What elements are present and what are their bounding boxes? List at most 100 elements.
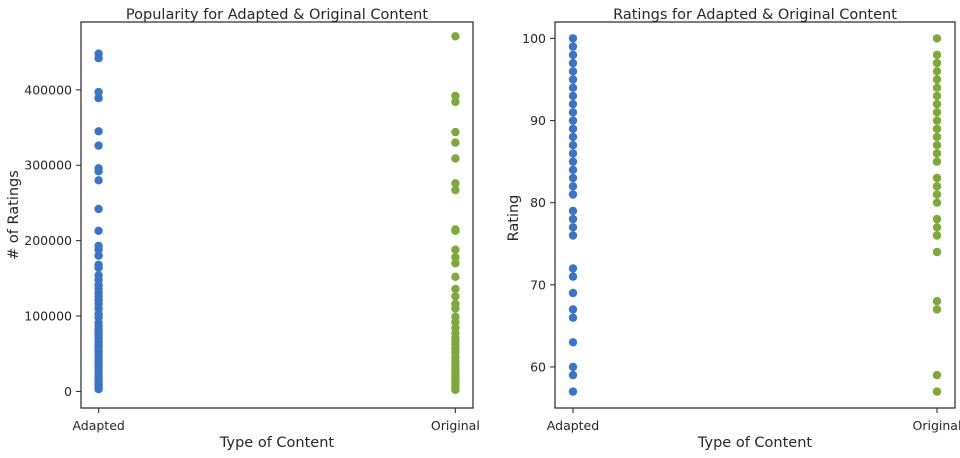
data-point-adapted — [568, 75, 578, 84]
data-point-adapted — [94, 54, 103, 63]
data-point-adapted — [94, 141, 103, 150]
data-point-original — [932, 149, 942, 158]
chart-title: Ratings for Adapted & Original Content — [613, 7, 897, 23]
data-point-original — [932, 67, 942, 76]
x-axis-label: Type of Content — [219, 435, 334, 451]
y-tick-label: 200000 — [24, 233, 72, 248]
data-point-adapted — [568, 132, 578, 142]
y-tick-label: 0 — [64, 384, 72, 399]
data-point-original — [451, 32, 460, 41]
data-point-adapted — [94, 226, 103, 235]
chart-ratings: Ratings for Adapted & Original Content 6… — [506, 7, 960, 451]
data-point-adapted — [94, 127, 103, 136]
data-point-original — [932, 34, 942, 43]
chart-popularity: Popularity for Adapted & Original Conten… — [6, 7, 480, 451]
data-point-original — [932, 247, 942, 257]
data-point-adapted — [568, 91, 578, 101]
data-point-original — [451, 226, 460, 235]
data-point-original — [932, 305, 942, 314]
data-point-adapted — [568, 305, 578, 314]
data-point-original — [451, 127, 460, 137]
data-point-adapted — [94, 176, 103, 185]
data-point-adapted — [568, 387, 578, 396]
x-ticks: Adapted Original — [547, 408, 960, 433]
data-point-original — [451, 385, 460, 395]
data-point-adapted — [568, 50, 578, 60]
y-tick-label: 90 — [530, 113, 546, 128]
data-point-original — [932, 190, 942, 199]
data-point-original — [451, 272, 460, 281]
data-point-original — [451, 138, 460, 147]
y-tick-label: 60 — [530, 359, 546, 374]
data-point-original — [451, 97, 460, 107]
plot-frame — [80, 21, 474, 409]
data-point-adapted — [94, 204, 103, 214]
data-point-original — [451, 253, 460, 262]
data-point-adapted — [568, 34, 578, 43]
data-point-adapted — [94, 245, 103, 254]
data-point-adapted — [568, 173, 578, 183]
data-point-original — [451, 259, 460, 268]
y-tick-label: 80 — [530, 195, 546, 210]
data-point-adapted — [94, 251, 103, 260]
y-ticks: 0 100000 200000 300000 400000 — [24, 82, 81, 399]
x-tick-label: Original — [913, 418, 960, 433]
data-point-adapted — [568, 116, 578, 125]
marks-layer — [94, 32, 460, 395]
data-point-original — [932, 297, 942, 306]
data-point-original — [932, 370, 942, 380]
data-point-adapted — [568, 141, 578, 150]
x-tick-label: Adapted — [72, 418, 124, 433]
data-point-original — [932, 387, 942, 396]
y-tick-label: 100000 — [24, 309, 72, 324]
y-axis-label: # of Ratings — [6, 170, 22, 260]
x-ticks: Adapted Original — [72, 408, 480, 433]
data-point-adapted — [568, 149, 578, 158]
data-point-original — [451, 304, 460, 313]
data-point-adapted — [568, 231, 578, 240]
data-point-original — [932, 99, 942, 109]
y-tick-label: 300000 — [24, 158, 72, 173]
data-point-original — [932, 124, 942, 133]
data-point-original — [451, 284, 460, 294]
data-point-original — [932, 173, 942, 183]
data-point-adapted — [568, 206, 578, 216]
data-point-original — [932, 108, 942, 117]
data-point-original — [451, 179, 460, 188]
plot-frame — [554, 21, 956, 409]
data-point-adapted — [568, 313, 578, 322]
data-point-adapted — [94, 87, 103, 97]
data-point-original — [932, 83, 942, 92]
data-point-adapted — [568, 67, 578, 76]
data-point-adapted — [568, 370, 578, 380]
x-tick-label: Adapted — [547, 418, 599, 433]
data-point-adapted — [568, 182, 578, 191]
data-point-adapted — [94, 93, 103, 103]
data-point-adapted — [568, 165, 578, 174]
x-axis-label: Type of Content — [697, 435, 812, 451]
data-point-original — [451, 154, 460, 163]
data-point-original — [932, 182, 942, 191]
data-point-original — [932, 50, 942, 60]
data-point-adapted — [568, 83, 578, 92]
chart-title: Popularity for Adapted & Original Conten… — [126, 7, 428, 23]
data-point-original — [932, 157, 942, 166]
y-axis-label: Rating — [506, 195, 522, 242]
y-ticks: 60 70 80 90 100 — [522, 31, 555, 374]
data-point-adapted — [568, 362, 578, 372]
data-point-original — [932, 231, 942, 240]
data-point-adapted — [568, 288, 578, 298]
data-point-adapted — [568, 58, 578, 68]
data-point-adapted — [568, 338, 578, 347]
y-tick-label: 400000 — [24, 82, 72, 97]
data-point-original — [932, 75, 942, 84]
data-point-original — [932, 214, 942, 224]
data-point-adapted — [568, 223, 578, 232]
y-tick-label: 70 — [530, 277, 546, 292]
data-point-adapted — [568, 108, 578, 117]
data-point-adapted — [568, 214, 578, 224]
data-point-adapted — [568, 272, 578, 281]
data-point-original — [932, 198, 942, 207]
marks-layer — [568, 34, 942, 396]
